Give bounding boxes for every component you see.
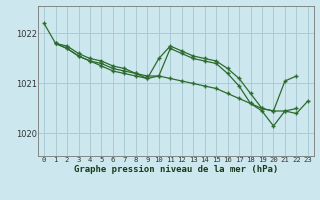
X-axis label: Graphe pression niveau de la mer (hPa): Graphe pression niveau de la mer (hPa) xyxy=(74,165,278,174)
